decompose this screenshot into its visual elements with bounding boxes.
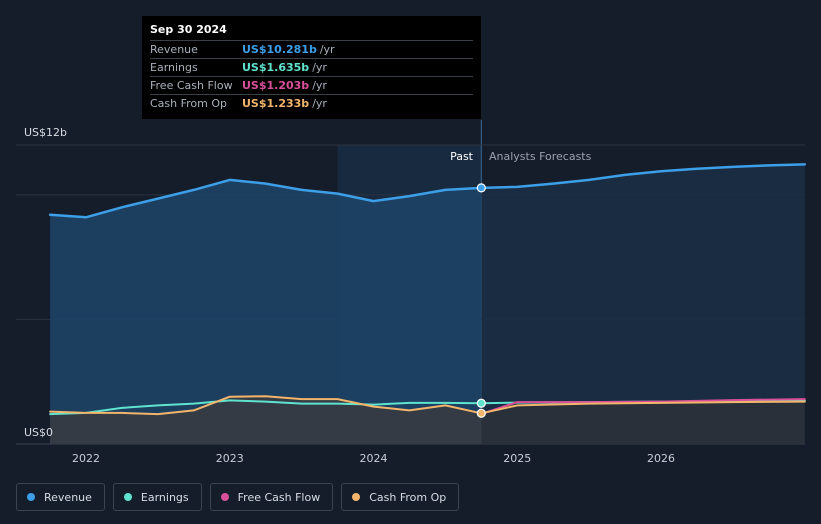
tooltip-date: Sep 30 2024 [150,23,227,36]
tooltip-label: Cash From Op [150,97,228,110]
legend-dot-icon [220,493,229,501]
revenue-line [48,163,807,219]
tooltip-unit: /yr [312,61,327,74]
tooltip-label: Revenue [150,43,198,56]
tooltip-row-earnings: Earnings US$1.635b /yr [150,58,473,76]
cash-from-op-past-area [50,396,482,444]
legend-label: Earnings [140,490,189,504]
tooltip: Sep 30 2024 Revenue US$10.281b /yr Earni… [142,16,481,119]
x-tick-label: 2025 [503,452,531,465]
revenue-marker [476,183,486,193]
tooltip-row-revenue: Revenue US$10.281b /yr [150,40,473,58]
y-axis-zero-label: US$0 [24,426,53,439]
tooltip-value: US$1.233b [242,97,310,110]
legend-dot-icon [123,493,132,501]
cash-from-op-marker [476,408,486,418]
chart-canvas: US$12b US$0 2022 2023 2024 2025 2026 Past Anal… [16,120,807,465]
tooltip-row-free-cash-flow: Free Cash Flow US$1.203b /yr [150,76,473,94]
cash-from-op-forecast-area [481,401,805,444]
x-tick-label: 2022 [72,452,100,465]
legend-label: Revenue [44,490,92,504]
tooltip-row-cash-from-op: Cash From Op US$1.233b /yr [150,94,473,112]
tooltip-unit: /yr [312,97,327,110]
x-tick-label: 2024 [360,452,388,465]
forecast-label: Analysts Forecasts [489,150,592,163]
legend-label: Cash From Op [369,490,447,504]
free-cash-flow-line [480,398,806,415]
legend-dot-icon [352,493,361,501]
tooltip-label: Earnings [150,61,198,74]
tooltip-unit: /yr [319,43,335,56]
x-tick-label: 2026 [647,452,675,465]
legend-item-revenue[interactable]: Revenue [16,483,105,511]
past-label: Past [450,150,474,163]
tooltip-value: US$1.203b [242,79,310,92]
tooltip-value: US$1.635b [242,61,310,74]
revenue-past-area [50,179,482,444]
tooltip-value: US$10.281b [242,43,317,56]
tooltip-unit: /yr [312,79,327,92]
legend: Revenue Earnings Free Cash Flow Cash Fro… [16,483,467,511]
legend-label: Free Cash Flow [237,490,321,504]
x-tick-label: 2023 [216,452,244,465]
revenue-forecast-area [481,164,805,444]
legend-item-earnings[interactable]: Earnings [112,483,202,511]
legend-item-cash-from-op[interactable]: Cash From Op [341,483,460,511]
y-axis-max-label: US$12b [24,126,67,139]
earnings-marker [476,398,486,408]
legend-item-free-cash-flow[interactable]: Free Cash Flow [209,483,334,511]
legend-dot-icon [27,493,35,501]
cash-from-op-line [49,395,806,416]
tooltip-label: Free Cash Flow [150,79,233,92]
